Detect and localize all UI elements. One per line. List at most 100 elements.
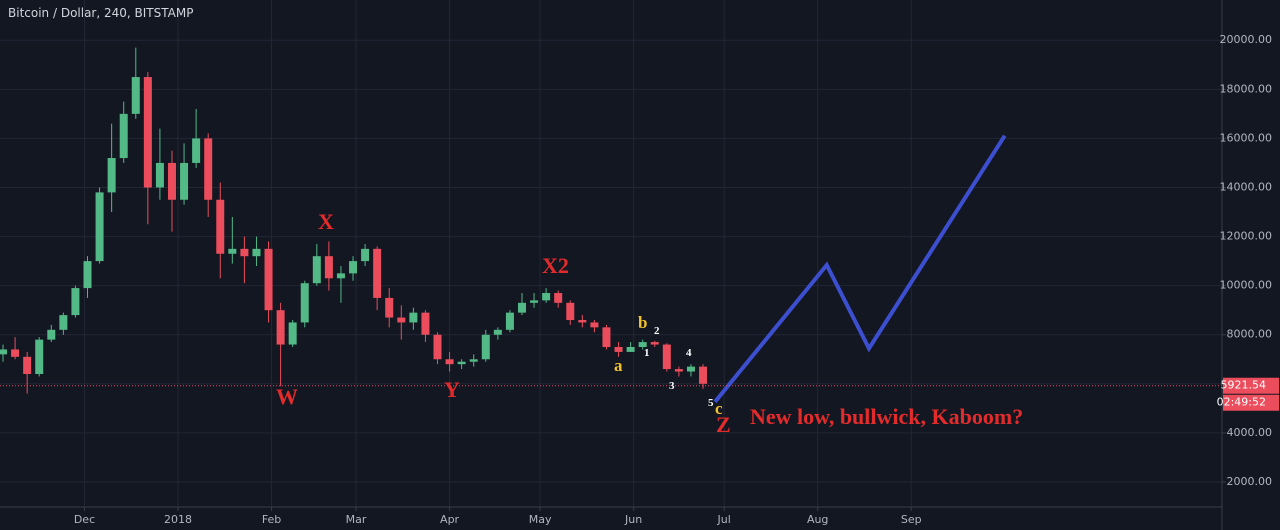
candle-body (421, 312, 430, 335)
candle-body (349, 261, 358, 274)
x-tick-label: Aug (807, 513, 828, 526)
y-tick-label: 8000.00 (1227, 328, 1273, 341)
candle-body (493, 329, 502, 335)
candle-body (47, 329, 56, 340)
candle-body (578, 320, 587, 323)
x-tick-label: Dec (74, 513, 95, 526)
y-tick-label: 20000.00 (1220, 33, 1273, 46)
candle-body (699, 366, 708, 384)
candle-body (288, 322, 297, 345)
candle-body (155, 162, 164, 188)
candle-body (602, 327, 611, 347)
candle-body (650, 342, 659, 345)
candle-body (167, 162, 176, 200)
wave-label: Z (716, 412, 731, 437)
candle-body (686, 366, 695, 372)
x-tick-label: Jun (624, 513, 642, 526)
wave-label: c (715, 399, 723, 418)
last-price-label: 5921.54 (1221, 379, 1267, 392)
candle-body (59, 315, 68, 330)
candle-body (590, 322, 599, 328)
candle-body (0, 349, 8, 355)
candle-body (614, 346, 623, 352)
candle-body (11, 349, 20, 357)
candle-body (554, 293, 563, 303)
candle-body (216, 199, 225, 254)
candle-body (192, 138, 201, 163)
y-tick-label: 14000.00 (1220, 180, 1273, 193)
candle-body (505, 312, 514, 330)
candle-body (361, 248, 370, 262)
countdown-box (1223, 394, 1279, 411)
countdown-label: 02:49:52 (1217, 396, 1266, 409)
candle-body (35, 339, 44, 374)
candle-body (107, 158, 116, 193)
candle-body (143, 77, 152, 188)
candle-body (385, 297, 394, 318)
wave-label: X (318, 209, 334, 234)
y-tick-label: 12000.00 (1220, 230, 1273, 243)
candle-body (481, 334, 490, 360)
wave-label: 1 (644, 347, 650, 359)
wave-label: W (276, 384, 298, 409)
plot (0, 47, 1222, 403)
candle-body (240, 248, 249, 257)
last-price-box (1223, 377, 1279, 394)
candle-body (264, 248, 273, 311)
wave-label: Y (444, 377, 460, 402)
axes: 2000.004000.006000.008000.0010000.001200… (74, 33, 1279, 526)
x-tick-label: May (529, 513, 552, 526)
wave-label: X2 (542, 253, 569, 278)
x-tick-label: Feb (262, 513, 281, 526)
candle-body (542, 293, 551, 301)
candle-body (662, 344, 671, 370)
candle-body (180, 162, 189, 200)
candle-body (276, 310, 285, 345)
x-tick-label: Mar (346, 513, 367, 526)
candle-body (300, 283, 309, 323)
x-tick-label: 2018 (164, 513, 192, 526)
y-tick-label: 16000.00 (1220, 131, 1273, 144)
y-tick-label: 4000.00 (1227, 426, 1273, 439)
candle-body (204, 138, 213, 200)
candle-body (228, 248, 237, 254)
candle-body (397, 317, 406, 323)
candle-body (71, 288, 80, 316)
candle-body (457, 361, 466, 365)
x-tick-label: Jul (717, 513, 731, 526)
candle-body (530, 300, 539, 303)
y-tick-label: 2000.00 (1227, 475, 1273, 488)
wave-label: 5 (708, 397, 714, 409)
x-tick-label: Apr (440, 513, 460, 526)
candle-body (373, 248, 382, 298)
candle-body (131, 77, 140, 114)
candle-body (566, 302, 575, 321)
candle-body (469, 359, 478, 362)
candle-body (95, 192, 104, 262)
candle-body (517, 302, 526, 313)
wave-label: 4 (686, 347, 692, 359)
wave-label: 2 (654, 325, 660, 337)
forecast-line (713, 134, 1007, 403)
y-tick-label: 10000.00 (1220, 279, 1273, 292)
candle-body (445, 359, 454, 365)
candle-body (674, 369, 683, 372)
candle-body (252, 248, 261, 257)
wave-label: b (638, 313, 647, 332)
candle-body (119, 113, 128, 159)
candle-body (336, 273, 345, 279)
wave-label: a (614, 356, 623, 375)
candle-body (83, 261, 92, 289)
candle-body (23, 356, 32, 374)
candle-body (626, 346, 635, 352)
chart-title: Bitcoin / Dollar, 240, BITSTAMP (8, 6, 193, 20)
annotation: New low, bullwick, Kaboom? (750, 404, 1023, 429)
candle-body (638, 342, 647, 347)
candle-body (433, 334, 442, 360)
y-tick-label: 18000.00 (1220, 82, 1273, 95)
candle-body (312, 256, 321, 284)
candle-body (409, 312, 418, 323)
